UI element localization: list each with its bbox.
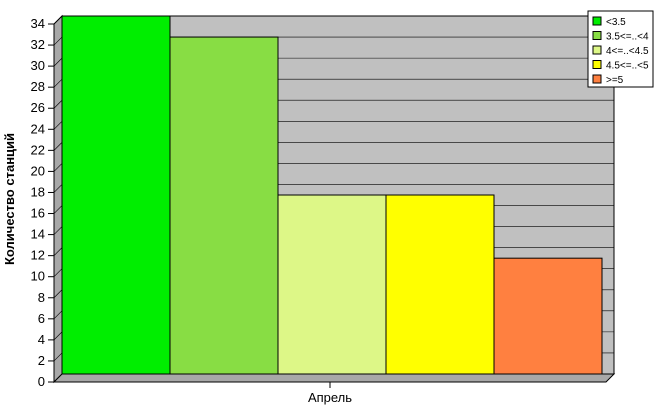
- gridline-wall: [53, 15, 63, 25]
- y-tick-label: 2: [38, 353, 45, 368]
- gridline-wall: [53, 268, 63, 277]
- y-tick-label: 30: [31, 58, 45, 73]
- plot-side-wall: [53, 14, 63, 384]
- bar-1: [61, 15, 171, 375]
- gridline-wall: [53, 226, 63, 235]
- gridline-wall: [53, 57, 63, 67]
- y-tick-label: 26: [31, 100, 45, 115]
- plot-floor: [52, 373, 616, 383]
- y-tick-label: 22: [31, 142, 45, 157]
- legend-label: 4<=..<4.5: [606, 46, 649, 57]
- gridline-wall: [53, 247, 63, 256]
- y-tick-label: 34: [31, 16, 45, 31]
- gridline-wall: [53, 184, 63, 193]
- y-tick-label: 16: [31, 206, 45, 221]
- gridline-wall: [53, 121, 63, 130]
- legend-swatch: [592, 60, 602, 69]
- gridline-wall: [53, 163, 63, 172]
- gridline-wall: [53, 78, 63, 88]
- y-tick-label: 4: [38, 332, 45, 347]
- gridline-wall: [53, 289, 63, 298]
- y-tick-label: 8: [38, 290, 45, 305]
- legend-label: <3.5: [606, 17, 626, 28]
- bars: [61, 15, 603, 375]
- legend-label: >=5: [606, 75, 624, 86]
- y-tick-label: 14: [31, 227, 45, 242]
- y-axis-title: Количество станций: [2, 133, 17, 265]
- gridline-wall: [53, 205, 63, 214]
- legend-swatch: [592, 45, 602, 55]
- gridline-wall: [53, 310, 63, 320]
- legend-label: 3.5<=..<4: [606, 32, 649, 43]
- x-category-label: Апрель: [308, 390, 352, 405]
- y-tick-label: 12: [31, 248, 45, 263]
- gridline-wall: [53, 352, 63, 362]
- gridline-wall: [53, 142, 63, 151]
- y-tick-label: 10: [31, 269, 45, 284]
- y-tick-label: 32: [31, 37, 45, 52]
- legend-swatch: [592, 74, 602, 84]
- y-tick-label: 0: [38, 374, 45, 389]
- legend-swatch: [592, 16, 602, 26]
- legend: <3.5 3.5<=..<4 4<=..<4.5 4.5<=..<5 >=5: [587, 10, 654, 88]
- y-tick-label: 20: [31, 163, 45, 178]
- legend-swatch: [592, 31, 602, 40]
- bar-5: [493, 257, 603, 375]
- gridline-wall: [53, 331, 63, 341]
- gridline-wall: [53, 100, 63, 109]
- y-tick-label: 6: [38, 311, 45, 326]
- bar-4: [385, 194, 495, 375]
- bar-3: [277, 194, 387, 375]
- y-tick-label: 18: [31, 184, 45, 199]
- gridline-wall: [53, 36, 63, 46]
- y-tick-label: 24: [31, 121, 45, 136]
- bar-2: [169, 36, 279, 375]
- axes: [53, 24, 606, 388]
- y-tick-label: 28: [31, 79, 45, 94]
- legend-label: 4.5<=..<5: [606, 61, 649, 72]
